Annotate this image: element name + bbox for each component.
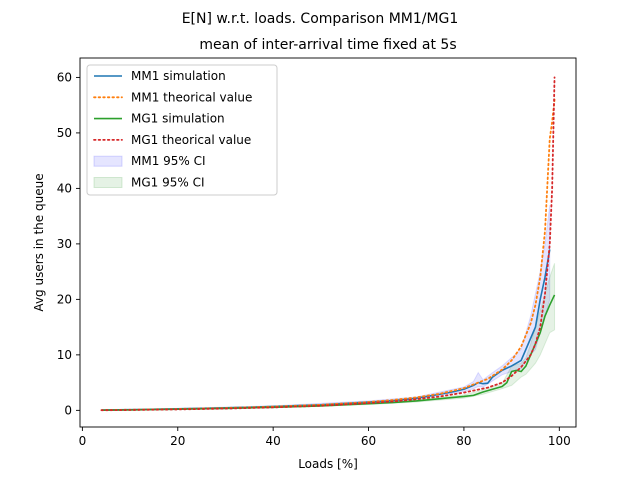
figure-suptitle: E[N] w.r.t. loads. Comparison MM1/MG1 — [182, 11, 459, 27]
legend-box — [86, 64, 278, 196]
x-axis-label: Loads [%] — [298, 457, 358, 471]
y-axis: 0 10 20 30 40 50 60 — [57, 70, 80, 417]
axes-frame — [79, 57, 577, 428]
x-tick-label: 0 — [79, 434, 87, 448]
band-0 — [100, 204, 551, 411]
y-axis-label: Avg users in the queue — [32, 173, 46, 311]
legend-label: MG1 theorical value — [131, 133, 251, 147]
plot-area — [79, 57, 577, 428]
y-tick-label: 30 — [57, 237, 72, 251]
legend-swatch — [93, 155, 123, 167]
legend: MM1 simulation MM1 theorical value MG1 sim… — [86, 64, 278, 196]
x-tick-label: 100 — [548, 434, 571, 448]
y-tick-label: 50 — [57, 126, 72, 140]
legend-label: MM1 95% CI — [131, 154, 206, 168]
legend-items: MM1 simulation MM1 theorical value MG1 sim… — [93, 69, 252, 190]
x-axis: 0 20 40 60 80 100 — [79, 427, 571, 448]
y-tick-label: 40 — [57, 181, 72, 195]
x-tick-label: 40 — [266, 434, 281, 448]
legend-swatch — [93, 177, 123, 188]
y-tick-label: 10 — [57, 348, 72, 362]
confidence-bands — [100, 204, 556, 411]
x-tick-label: 60 — [361, 434, 376, 448]
legend-label: MG1 simulation — [131, 112, 225, 126]
band-1 — [100, 263, 556, 411]
y-tick-label: 20 — [57, 292, 72, 306]
chart-title: mean of inter-arrival time fixed at 5s — [199, 37, 456, 53]
y-tick-label: 60 — [57, 70, 72, 84]
series-line-3 — [100, 76, 556, 412]
x-tick-label: 20 — [170, 434, 185, 448]
legend-label: MM1 simulation — [131, 69, 226, 83]
legend-label: MG1 95% CI — [131, 176, 205, 190]
legend-label: MM1 theorical value — [131, 90, 252, 104]
series-lines — [100, 76, 556, 412]
y-tick-label: 0 — [64, 403, 72, 417]
x-tick-label: 80 — [456, 434, 471, 448]
